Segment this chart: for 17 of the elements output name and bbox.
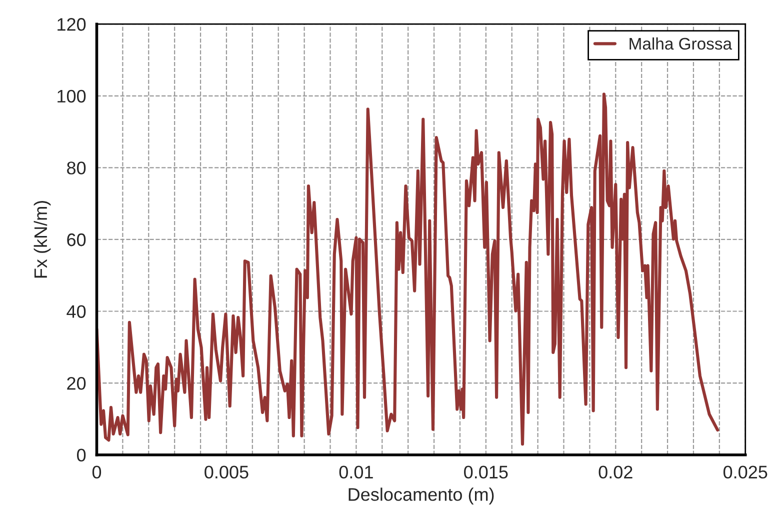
y-tick-label: 60 <box>67 233 86 246</box>
x-tick-label: 0.02 <box>598 466 632 479</box>
y-tick-label: 120 <box>58 18 86 31</box>
y-tick-label: 80 <box>67 162 86 174</box>
x-tick-label: 0.025 <box>723 466 768 479</box>
x-tick-label: 0.005 <box>204 466 248 479</box>
y-tick-label: 40 <box>66 305 86 318</box>
y-axis-title: Fx (kN/m) <box>34 200 51 278</box>
line-series <box>96 92 720 446</box>
legend-label: Malha Grossa <box>630 37 732 50</box>
x-tick-label: 0 <box>92 466 102 479</box>
y-tick-label: 100 <box>58 90 86 103</box>
y-tick-label: 20 <box>67 376 86 390</box>
x-axis-title: Deslocamento (m) <box>348 488 494 504</box>
x-tick-label: 0.01 <box>339 466 373 479</box>
x-tick-label: 0.015 <box>464 466 508 479</box>
y-tick-label: 0 <box>77 448 86 462</box>
